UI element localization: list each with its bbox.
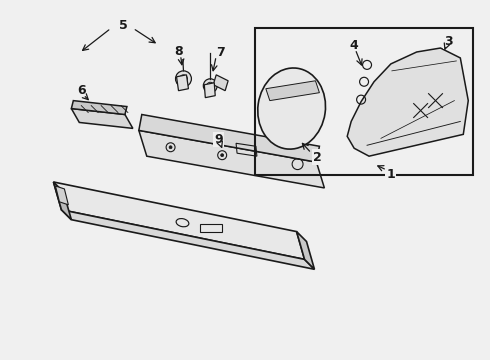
Polygon shape <box>72 109 133 129</box>
Polygon shape <box>347 48 468 156</box>
Circle shape <box>169 146 172 149</box>
Polygon shape <box>139 130 324 188</box>
Bar <box>255 28 473 175</box>
Circle shape <box>203 79 217 93</box>
Polygon shape <box>296 231 315 269</box>
Polygon shape <box>266 81 319 100</box>
Text: 9: 9 <box>214 133 222 146</box>
Text: 6: 6 <box>77 84 86 97</box>
Polygon shape <box>61 210 315 269</box>
Text: 1: 1 <box>387 167 395 181</box>
Polygon shape <box>53 182 305 260</box>
Polygon shape <box>53 182 72 220</box>
Circle shape <box>175 71 192 87</box>
Polygon shape <box>176 75 189 91</box>
Text: 4: 4 <box>350 39 359 51</box>
Polygon shape <box>213 75 228 91</box>
Polygon shape <box>139 114 319 162</box>
Ellipse shape <box>258 68 325 149</box>
Polygon shape <box>55 186 69 205</box>
Text: 3: 3 <box>444 35 453 48</box>
Text: 2: 2 <box>313 151 322 164</box>
Text: 8: 8 <box>174 45 183 58</box>
Text: 7: 7 <box>216 46 224 59</box>
Polygon shape <box>204 83 215 98</box>
Circle shape <box>220 154 223 157</box>
Polygon shape <box>72 100 127 114</box>
Text: 5: 5 <box>119 19 127 32</box>
